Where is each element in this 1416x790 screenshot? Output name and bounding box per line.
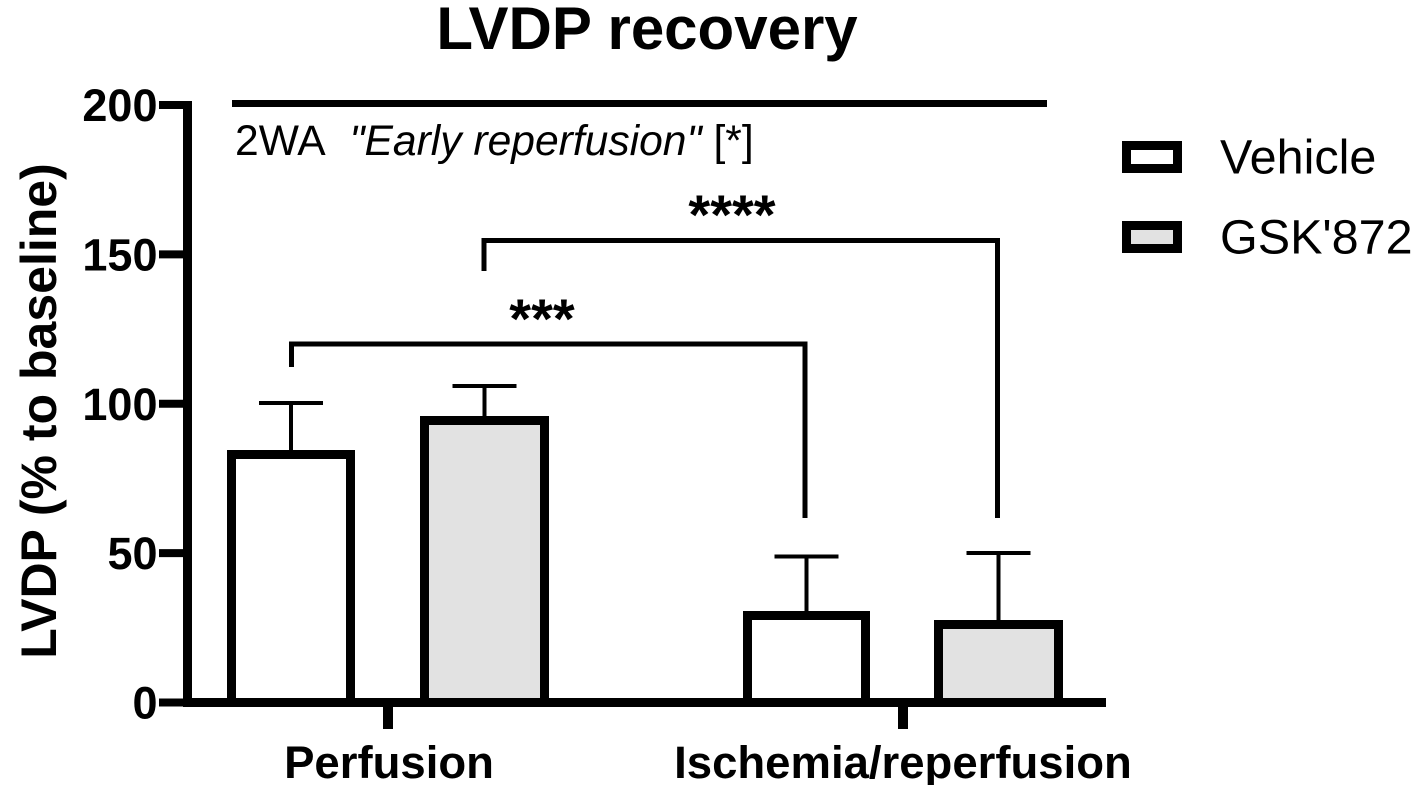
svg-text:***: *** [509,287,575,350]
svg-text:2WA "Early reperfusion" [*]: 2WA "Early reperfusion" [*] [235,117,754,165]
svg-text:Ischemia/reperfusion: Ischemia/reperfusion [674,737,1132,785]
svg-text:****: **** [688,183,775,246]
svg-text:100: 100 [82,379,157,430]
svg-text:LVDP recovery: LVDP recovery [436,0,858,62]
svg-text:150: 150 [82,229,157,280]
svg-text:LVDP (% to baseline): LVDP (% to baseline) [11,163,67,658]
svg-text:Perfusion: Perfusion [284,737,494,785]
svg-text:0: 0 [132,678,157,729]
svg-text:Vehicle: Vehicle [1220,131,1376,185]
svg-text:200: 200 [82,80,157,131]
svg-text:50: 50 [107,528,157,579]
svg-text:GSK'872: GSK'872 [1220,211,1413,265]
